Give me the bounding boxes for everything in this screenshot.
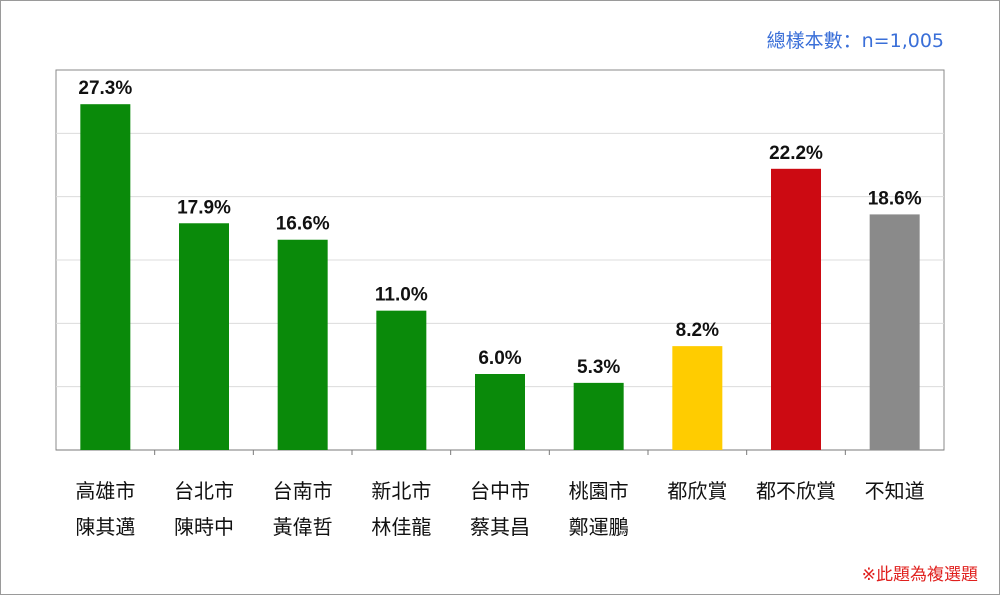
category-label: 不知道 bbox=[865, 479, 925, 503]
bar bbox=[80, 104, 131, 450]
bar bbox=[771, 168, 821, 451]
data-label: 18.6% bbox=[868, 188, 922, 209]
category-label: 陳其邁 bbox=[75, 515, 135, 539]
category-label: 黃偉哲 bbox=[273, 515, 333, 539]
category-label: 台北市 bbox=[174, 479, 234, 503]
category-label: 蔡其昌 bbox=[470, 515, 530, 539]
category-label: 台中市 bbox=[470, 479, 530, 503]
data-label: 6.0% bbox=[478, 348, 521, 369]
category-label: 陳時中 bbox=[174, 515, 234, 539]
bar bbox=[376, 310, 427, 450]
bar bbox=[475, 374, 525, 450]
data-label: 5.3% bbox=[577, 357, 620, 378]
data-label: 17.9% bbox=[177, 197, 231, 218]
category-label: 都不欣賞 bbox=[756, 479, 836, 503]
category-label: 林佳龍 bbox=[371, 515, 431, 539]
bar bbox=[573, 382, 624, 450]
bar bbox=[277, 239, 328, 450]
category-label: 高雄市 bbox=[75, 479, 135, 503]
data-label: 27.3% bbox=[78, 78, 132, 99]
category-label: 桃園市 bbox=[569, 479, 629, 503]
category-label: 都欣賞 bbox=[667, 479, 727, 503]
sample-size-label: 總樣本數：n=1,005 bbox=[766, 30, 944, 52]
multiple-choice-note: ※此題為複選題 bbox=[861, 565, 978, 585]
bar bbox=[672, 346, 723, 450]
category-label: 鄭運鵬 bbox=[569, 515, 629, 539]
category-label: 新北市 bbox=[371, 479, 431, 503]
data-label: 16.6% bbox=[276, 214, 330, 235]
bar bbox=[179, 223, 229, 450]
data-label: 11.0% bbox=[375, 285, 428, 306]
category-label: 台南市 bbox=[273, 479, 333, 503]
data-label: 8.2% bbox=[676, 320, 719, 341]
data-label: 22.2% bbox=[769, 143, 823, 164]
bar bbox=[869, 214, 920, 450]
